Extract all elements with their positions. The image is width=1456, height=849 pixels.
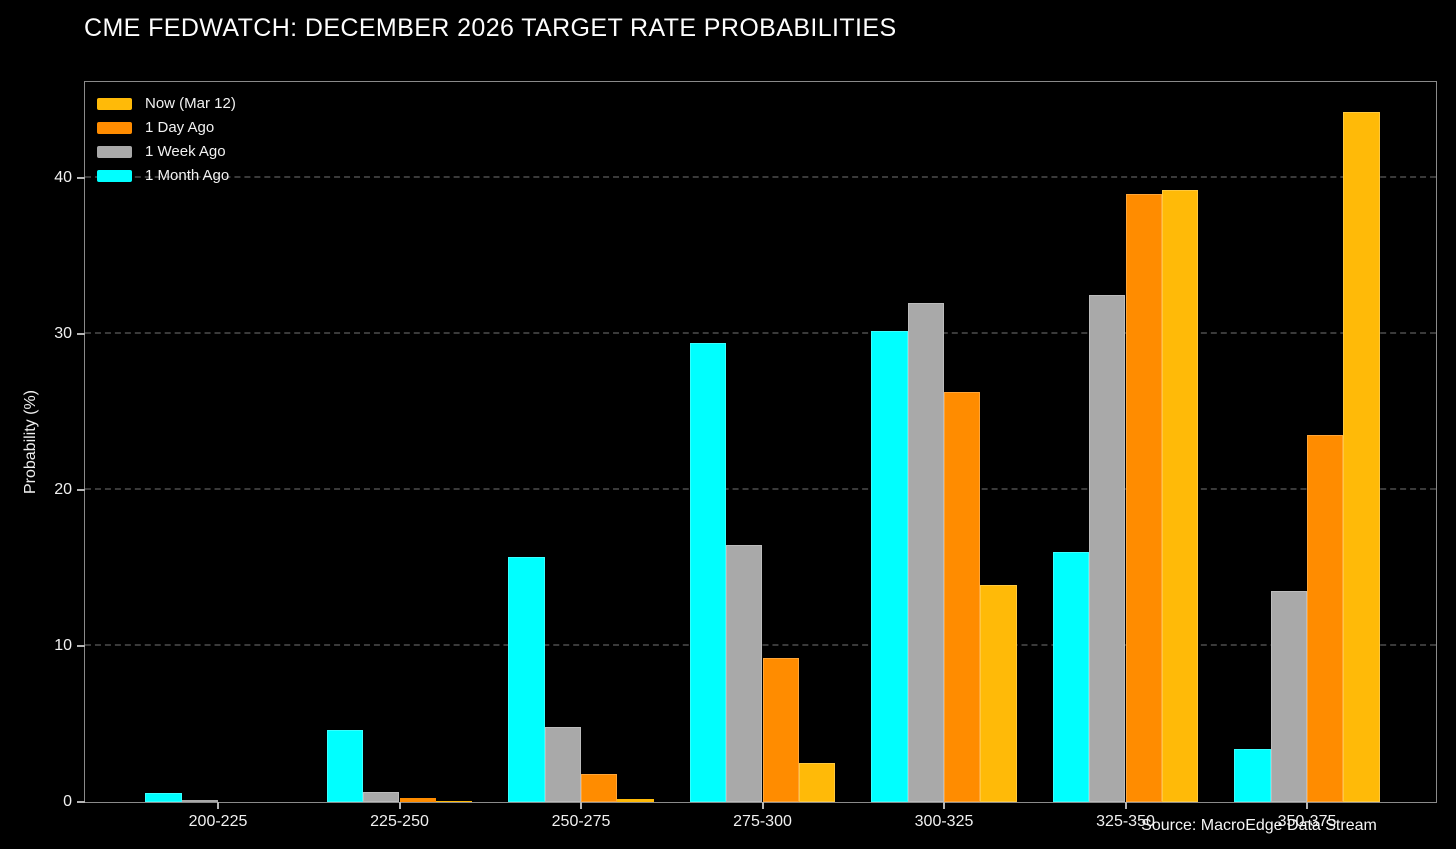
legend-label-one-week: 1 Week Ago xyxy=(145,143,226,160)
legend-label-now: Now (Mar 12) xyxy=(145,95,236,112)
y-axis-label: Probability (%) xyxy=(22,389,39,495)
bar-1-day-ago-300-325 xyxy=(944,391,981,802)
y-tick-mark-40 xyxy=(77,177,85,179)
bar-1-month-ago-200-225 xyxy=(145,792,182,802)
x-tick-label-325-350: 325-350 xyxy=(1096,813,1155,830)
bar-now-mar-12-350-375 xyxy=(1343,112,1380,802)
bar-now-mar-12-325-350 xyxy=(1161,190,1199,802)
legend: Now (Mar 12) 1 Day Ago 1 Week Ago 1 Mont… xyxy=(97,95,236,191)
legend-item-one-month: 1 Month Ago xyxy=(97,167,236,185)
bar-1-month-ago-225-250 xyxy=(326,730,364,802)
x-tick-mark-250-275 xyxy=(580,802,582,809)
x-tick-mark-350-375 xyxy=(1306,802,1308,809)
x-tick-label-300-325: 300-325 xyxy=(914,813,974,830)
y-tick-mark-30 xyxy=(77,333,85,335)
legend-item-one-week: 1 Week Ago xyxy=(97,143,236,161)
bar-now-mar-12-225-250 xyxy=(435,801,473,802)
bar-1-week-ago-325-350 xyxy=(1089,295,1126,802)
x-tick-mark-225-250 xyxy=(398,802,401,809)
bar-1-day-ago-225-250 xyxy=(399,798,436,802)
x-tick-label-225-250: 225-250 xyxy=(370,813,429,830)
bar-1-day-ago-325-350 xyxy=(1125,193,1162,802)
bar-1-day-ago-275-300 xyxy=(762,658,799,802)
y-tick-label-30: 30 xyxy=(54,325,72,342)
x-tick-label-250-275: 250-275 xyxy=(551,813,611,830)
legend-swatch-now xyxy=(97,98,132,110)
x-tick-label-275-300: 275-300 xyxy=(733,813,792,830)
legend-item-one-day: 1 Day Ago xyxy=(97,119,236,137)
x-tick-mark-325-350 xyxy=(1124,802,1127,809)
legend-label-one-day: 1 Day Ago xyxy=(145,119,215,136)
y-tick-mark-10 xyxy=(77,645,85,647)
plot-area: Now (Mar 12) 1 Day Ago 1 Week Ago 1 Mont… xyxy=(54,81,1437,830)
legend-swatch-one-month xyxy=(97,170,132,182)
bar-1-day-ago-350-375 xyxy=(1307,435,1344,802)
bar-1-week-ago-250-275 xyxy=(544,727,581,802)
x-tick-mark-200-225 xyxy=(217,802,219,809)
legend-swatch-one-day xyxy=(97,122,132,134)
x-tick-label-350-375: 350-375 xyxy=(1277,813,1337,830)
bar-1-month-ago-300-325 xyxy=(871,330,908,802)
legend-swatch-one-week xyxy=(97,146,132,158)
bar-1-week-ago-275-300 xyxy=(726,544,763,802)
bar-1-month-ago-350-375 xyxy=(1234,748,1271,802)
y-tick-label-40: 40 xyxy=(54,169,72,186)
chart-title: CME FEDWATCH: DECEMBER 2026 TARGET RATE … xyxy=(84,14,897,42)
y-tick-label-0: 0 xyxy=(63,793,72,810)
bar-now-mar-12-250-275 xyxy=(617,798,654,802)
bar-now-mar-12-275-300 xyxy=(798,763,836,802)
bar-1-month-ago-250-275 xyxy=(508,557,545,802)
x-tick-label-200-225: 200-225 xyxy=(188,813,248,830)
y-tick-mark-20 xyxy=(77,489,85,491)
bar-1-month-ago-325-350 xyxy=(1052,552,1090,802)
bar-1-week-ago-350-375 xyxy=(1270,591,1307,802)
bar-1-day-ago-250-275 xyxy=(581,773,618,802)
source-note: Source: MacroEdge Data Stream xyxy=(1141,817,1377,834)
y-tick-mark-0 xyxy=(77,801,85,803)
bar-1-week-ago-225-250 xyxy=(363,791,400,802)
x-tick-mark-275-300 xyxy=(761,802,764,809)
y-tick-label-20: 20 xyxy=(54,481,72,498)
y-tick-label-10: 10 xyxy=(54,637,72,654)
bar-1-week-ago-200-225 xyxy=(181,800,218,802)
bar-1-week-ago-300-325 xyxy=(907,302,944,802)
gridline-30 xyxy=(85,332,1436,334)
legend-item-now: Now (Mar 12) xyxy=(97,95,236,113)
bar-1-month-ago-275-300 xyxy=(689,343,727,802)
gridline-40 xyxy=(85,176,1436,178)
legend-label-one-month: 1 Month Ago xyxy=(145,167,230,184)
bar-now-mar-12-300-325 xyxy=(980,585,1017,802)
gridline-20 xyxy=(85,488,1436,490)
x-tick-mark-300-325 xyxy=(943,802,945,809)
